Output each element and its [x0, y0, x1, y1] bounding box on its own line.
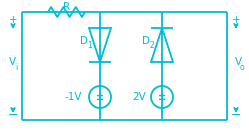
- Text: 1: 1: [88, 41, 92, 51]
- Text: V: V: [235, 57, 242, 67]
- Text: 2V: 2V: [132, 92, 146, 102]
- Text: -1V: -1V: [64, 92, 82, 102]
- Text: ±: ±: [158, 92, 166, 102]
- Text: ±: ±: [96, 92, 104, 102]
- Text: +: +: [232, 15, 240, 25]
- Text: −: −: [8, 109, 18, 121]
- Text: V: V: [8, 57, 15, 67]
- Text: 2: 2: [150, 41, 154, 51]
- Text: −: −: [231, 109, 241, 121]
- Text: o: o: [240, 63, 244, 72]
- Text: R: R: [63, 2, 70, 12]
- Text: D: D: [142, 36, 150, 46]
- Text: +: +: [9, 15, 17, 25]
- Text: i: i: [15, 63, 17, 72]
- Text: D: D: [80, 36, 88, 46]
